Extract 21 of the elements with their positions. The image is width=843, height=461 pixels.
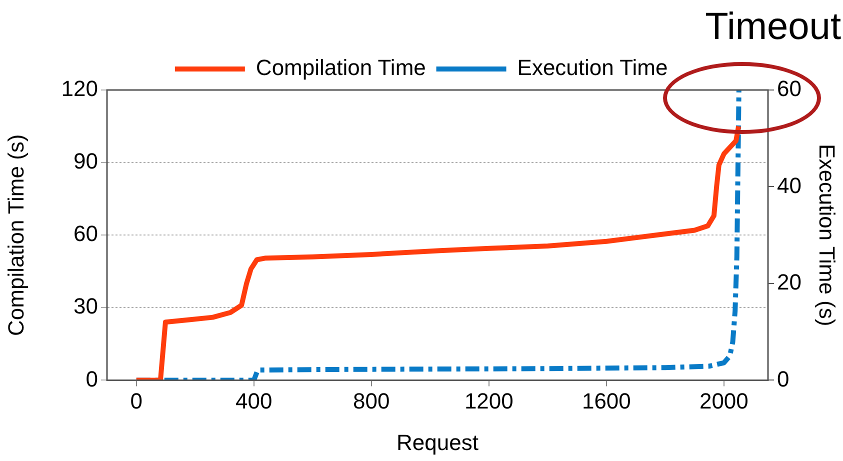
- legend-label: Execution Time: [517, 55, 668, 80]
- text: Timeout: [705, 6, 841, 49]
- x-tick-label: 1600: [582, 388, 631, 414]
- y-tick-label: 60: [74, 221, 98, 246]
- x-tick-label: 2000: [699, 388, 748, 414]
- x-axis-title: Request: [396, 430, 478, 455]
- y-axis-title: Compilation Time (s): [3, 134, 28, 336]
- x-tick-label: 800: [353, 388, 390, 414]
- y2-tick-label: 60: [777, 76, 802, 102]
- y2-axis-title: Execution Time (s): [814, 144, 840, 326]
- x-tick-label: 1200: [464, 388, 514, 414]
- y-tick-label: 0: [86, 366, 98, 392]
- y-tick-label: 30: [74, 294, 98, 319]
- x-tick-label: 0: [130, 388, 143, 414]
- y2-tick-label: 0: [777, 366, 790, 392]
- legend-label: Compilation Time: [256, 55, 426, 80]
- y-tick-label: 90: [74, 148, 98, 174]
- y2-tick-label: 40: [777, 172, 802, 198]
- x-tick-label: 400: [236, 388, 272, 414]
- y2-tick-label: 20: [777, 270, 802, 295]
- y-tick-label: 120: [61, 76, 98, 102]
